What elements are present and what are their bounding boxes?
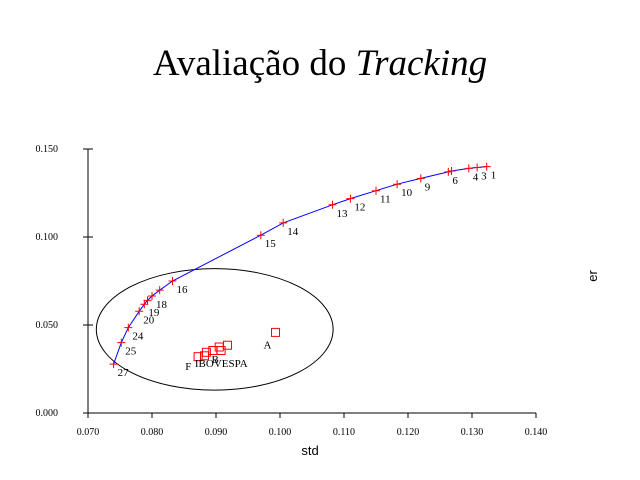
x-tick-label: 0.080 bbox=[141, 427, 164, 438]
point-label: 1 bbox=[491, 170, 497, 182]
y-tick-label: 0.050 bbox=[36, 320, 59, 331]
title-emphasis: Tracking bbox=[355, 43, 488, 84]
plus-marker bbox=[168, 277, 177, 285]
plus-marker bbox=[328, 200, 337, 209]
point-label: 25 bbox=[125, 346, 137, 358]
point-label: 13 bbox=[336, 208, 348, 220]
markers bbox=[109, 162, 491, 369]
title-prefix: Avaliação do bbox=[152, 43, 347, 84]
x-tick-label: 0.130 bbox=[461, 427, 484, 438]
slide-title: Avaliação do Tracking bbox=[0, 42, 640, 85]
x-tick-label: 0.090 bbox=[205, 427, 228, 438]
x-tick-label: 0.110 bbox=[333, 427, 355, 438]
y-tick-label: 0.000 bbox=[36, 408, 59, 419]
point-label: 10 bbox=[401, 187, 413, 199]
point-label: 16 bbox=[176, 284, 188, 296]
point-label: 3 bbox=[481, 170, 487, 182]
point-label: 9 bbox=[425, 181, 431, 193]
point-label: 11 bbox=[380, 194, 391, 206]
y-tick-label: 0.100 bbox=[36, 232, 59, 243]
square-marker bbox=[216, 346, 226, 356]
plus-marker bbox=[256, 231, 265, 240]
point-label: 12 bbox=[354, 202, 365, 214]
axes bbox=[83, 148, 537, 418]
cluster-label: F bbox=[185, 361, 191, 373]
plus-marker bbox=[444, 167, 453, 176]
point-label: 24 bbox=[132, 331, 144, 343]
x-tick-label: 0.070 bbox=[77, 427, 100, 438]
x-axis-label: std bbox=[301, 443, 318, 458]
point-label: 19 bbox=[148, 307, 160, 319]
plus-marker bbox=[464, 164, 473, 173]
plus-marker bbox=[143, 296, 152, 305]
point-label: 6 bbox=[452, 175, 458, 187]
tick-labels: 0.070 0.080 0.090 0.100 0.110 0.120 0.130 0.140… bbox=[36, 144, 548, 438]
plus-marker bbox=[473, 163, 482, 172]
frontier-line bbox=[113, 166, 487, 365]
point-label: 15 bbox=[265, 238, 277, 250]
x-tick-label: 0.140 bbox=[525, 427, 548, 438]
x-tick-label: 0.120 bbox=[397, 427, 420, 438]
point-label: A bbox=[264, 339, 272, 351]
point-label: 18 bbox=[156, 299, 168, 311]
plus-marker bbox=[124, 323, 133, 332]
ellipse-group bbox=[95, 268, 334, 391]
plus-marker bbox=[372, 186, 380, 195]
plus-marker bbox=[148, 291, 156, 300]
plus-marker bbox=[135, 307, 144, 316]
x-tick-label: 0.100 bbox=[269, 427, 292, 438]
frontier-line-group bbox=[113, 166, 487, 365]
plus-marker bbox=[117, 338, 126, 347]
plus-marker bbox=[140, 300, 149, 309]
square-marker bbox=[271, 327, 281, 337]
plus-marker bbox=[447, 167, 456, 175]
plus-marker bbox=[155, 286, 164, 295]
plus-marker bbox=[482, 162, 491, 171]
point-label: 4 bbox=[473, 171, 479, 183]
plus-marker bbox=[109, 360, 118, 369]
plus-marker bbox=[346, 194, 355, 203]
cluster-label: B bbox=[212, 354, 219, 366]
plus-marker bbox=[393, 180, 402, 189]
square-marker bbox=[193, 352, 203, 362]
highlight-ellipse bbox=[95, 268, 334, 391]
cluster-label: IBOVESPA bbox=[195, 358, 248, 370]
y-tick-label: 0.150 bbox=[36, 144, 59, 155]
point-label: 20 bbox=[143, 314, 155, 326]
y-axis-label: er bbox=[585, 270, 600, 282]
plus-marker bbox=[279, 218, 288, 227]
point-label: 27 bbox=[118, 367, 130, 379]
point-label: 14 bbox=[287, 226, 299, 238]
plus-marker bbox=[416, 174, 425, 183]
square-marker bbox=[199, 351, 209, 361]
